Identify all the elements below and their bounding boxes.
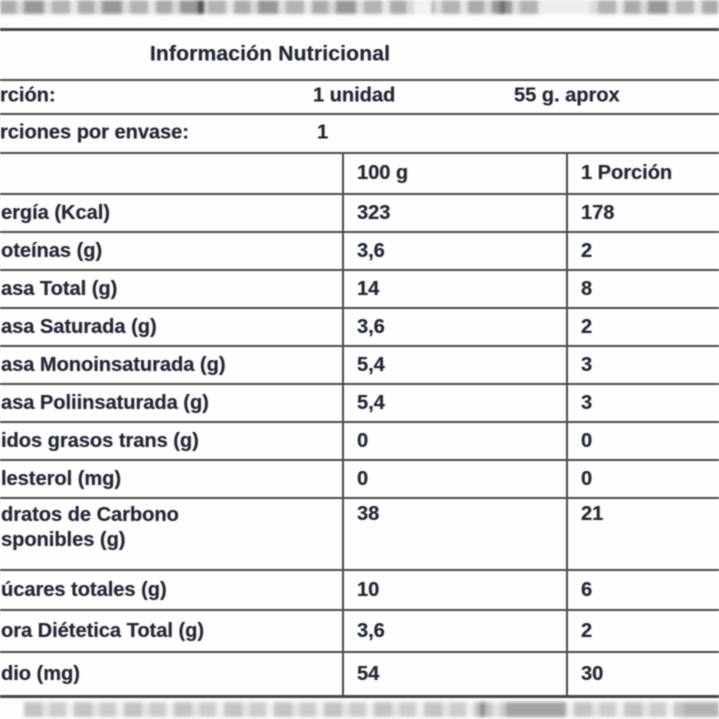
scan-noise-mark — [538, 0, 590, 14]
row-value-100g: 3,6 — [344, 611, 568, 651]
serving-label: rción: — [0, 84, 56, 107]
row-value-100g: 10 — [344, 571, 568, 609]
table-row: ergía (Kcal) 323 178 — [0, 195, 719, 233]
row-label: asa Saturada (g) — [0, 309, 344, 345]
scan-noise-mark — [506, 702, 566, 717]
scan-noise-mark — [198, 0, 204, 14]
row-value-portion: 3 — [581, 353, 593, 376]
row-value-portion: 2 — [581, 315, 593, 338]
row-value-portion: 30 — [581, 662, 604, 685]
table-title-row: Información Nutricional — [0, 31, 719, 81]
row-value-100g: 5,4 — [344, 385, 568, 421]
servings-per-pack-label: rciones por envase: — [0, 121, 189, 144]
table-row: asa Monoinsaturada (g) 5,4 3 — [0, 347, 719, 385]
scan-noise-mark — [480, 702, 485, 717]
row-value-100g: 323 — [344, 195, 568, 231]
row-label: dio (mg) — [0, 653, 344, 695]
row-value-portion: 21 — [581, 503, 604, 525]
scan-noise-top — [0, 0, 719, 14]
scan-noise-mark — [414, 0, 432, 14]
scan-noise-mark — [500, 0, 505, 14]
row-label: dratos de Carbono sponibles (g) — [0, 499, 344, 569]
row-label: idos grasos trans (g) — [0, 423, 344, 459]
row-value-portion: 8 — [581, 277, 593, 300]
row-value-portion: 6 — [581, 578, 593, 601]
row-value-100g: 0 — [344, 423, 568, 459]
row-value-100g: 14 — [344, 271, 568, 307]
row-value-100g: 54 — [344, 653, 568, 695]
scan-noise-mark — [684, 702, 719, 717]
table-row: úcares totales (g) 10 6 — [0, 571, 719, 611]
serving-row: rción: 1 unidad 55 g. aprox — [0, 81, 719, 115]
table-row: ora Diétetica Total (g) 3,6 2 — [0, 611, 719, 653]
column-header-row: 100 g 1 Porción — [0, 154, 719, 195]
table-row: idos grasos trans (g) 0 0 — [0, 423, 719, 461]
table-row: oteínas (g) 3,6 2 — [0, 233, 719, 271]
row-label: ora Diétetica Total (g) — [0, 611, 344, 651]
header-per-portion: 1 Porción — [581, 162, 673, 184]
table-row: asa Total (g) 14 8 — [0, 271, 719, 309]
header-per-100g: 100 g — [344, 154, 568, 193]
row-label: asa Monoinsaturada (g) — [0, 347, 344, 383]
serving-weight-value: 55 g. aprox — [514, 84, 620, 107]
row-value-portion: 0 — [581, 467, 593, 490]
row-label: asa Total (g) — [0, 271, 344, 307]
row-label: ergía (Kcal) — [0, 195, 344, 231]
row-label: lesterol (mg) — [0, 461, 344, 497]
row-value-100g: 0 — [344, 461, 568, 497]
nutrient-rows: ergía (Kcal) 323 178 oteínas (g) 3,6 2 a… — [0, 195, 719, 695]
row-value-portion: 2 — [581, 239, 593, 262]
serving-unit-value: 1 unidad — [313, 84, 396, 107]
row-value-portion: 178 — [581, 201, 615, 224]
table-row: dio (mg) 54 30 — [0, 653, 719, 695]
row-label: úcares totales (g) — [0, 571, 344, 609]
servings-per-pack-row: rciones por envase: 1 — [0, 115, 719, 154]
table-row: asa Poliinsaturada (g) 5,4 3 — [0, 385, 719, 423]
table-title: Información Nutricional — [149, 42, 391, 66]
table-row: asa Saturada (g) 3,6 2 — [0, 309, 719, 347]
nutrition-table: Información Nutricional rción: 1 unidad … — [0, 28, 719, 698]
row-value-100g: 3,6 — [344, 233, 568, 269]
row-label: oteínas (g) — [0, 233, 344, 269]
table-row: lesterol (mg) 0 0 — [0, 461, 719, 499]
row-label: asa Poliinsaturada (g) — [0, 385, 344, 421]
row-value-100g: 38 — [344, 499, 568, 569]
servings-per-pack-value: 1 — [317, 121, 329, 144]
table-row: dratos de Carbono sponibles (g) 38 21 — [0, 499, 719, 571]
row-value-100g: 5,4 — [344, 347, 568, 383]
row-value-100g: 3,6 — [344, 309, 568, 345]
scan-noise-bottom — [24, 702, 719, 717]
row-value-portion: 0 — [581, 429, 593, 452]
row-value-portion: 3 — [581, 391, 593, 414]
header-empty-cell — [0, 154, 344, 193]
row-value-portion: 2 — [581, 619, 593, 642]
